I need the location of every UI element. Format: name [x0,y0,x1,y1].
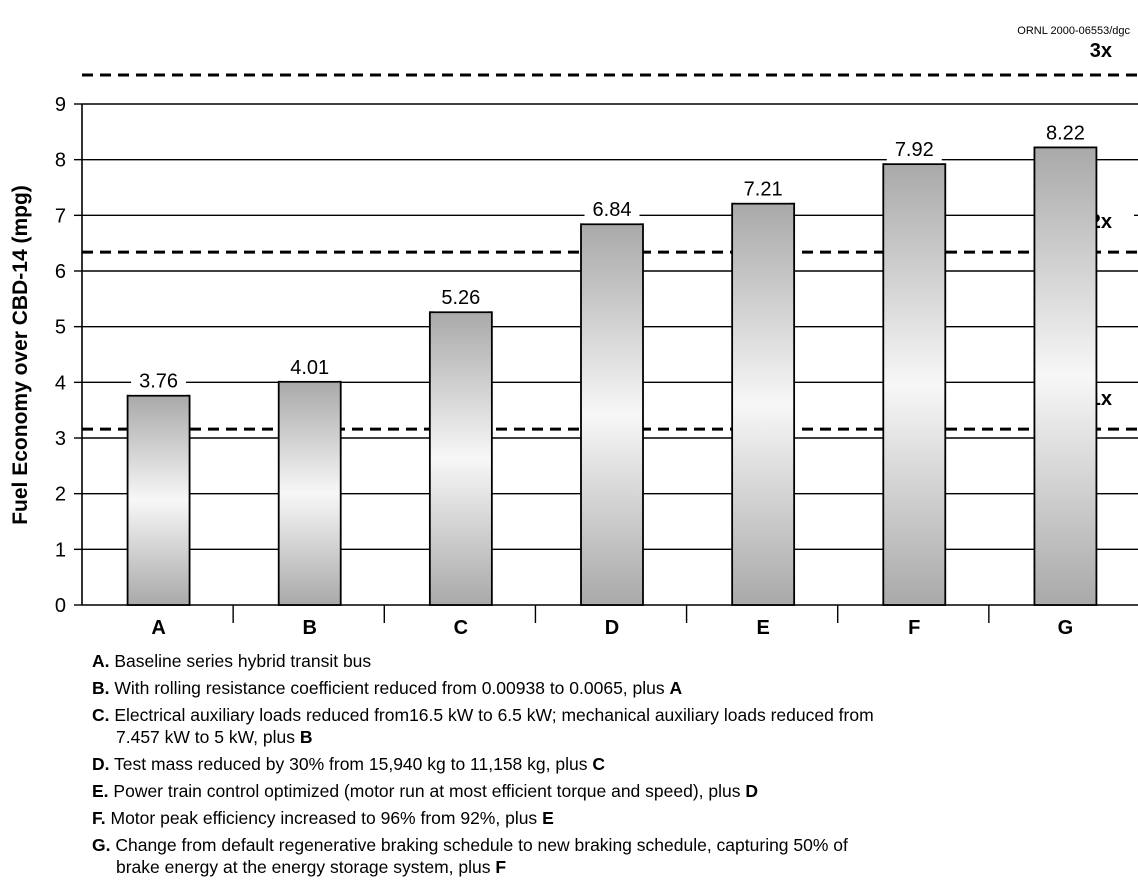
data-label-bg [282,354,338,381]
legend-text: Baseline series hybrid transit bus [109,651,372,671]
data-label: 4.01 [290,357,329,379]
bar [428,311,493,606]
data-label-bg [584,197,640,224]
bars [126,146,1098,606]
y-tick-label: 9 [55,94,66,116]
data-label-bg [735,176,791,203]
legend-suffix: C [592,754,605,774]
y-tick-label: 2 [55,484,66,506]
reference-line-label: 3x [1090,40,1112,62]
legend-letter: D. [92,754,110,774]
legend-letter: A. [92,651,110,671]
data-label: 7.92 [895,139,934,161]
bar [580,223,644,606]
legend-text: Power train control optimized (motor run… [108,781,746,801]
legend-item: E. Power train control optimized (motor … [92,780,1122,802]
data-label: 8.22 [1046,122,1085,144]
legend-letter: G. [92,835,111,855]
bar [1033,146,1098,606]
bar [882,163,947,606]
x-tick-label: E [756,617,769,639]
x-tick-label: D [605,617,619,639]
legend-letter: E. [92,781,109,801]
y-tick-label: 0 [55,595,66,617]
data-labels: 3.76 4.01 5.26 6.84 7.21 7.92 8.22 [131,120,1093,395]
legend-letter: B. [92,678,110,698]
legend-text: brake energy at the energy storage syste… [116,857,507,877]
x-tick-label: A [151,617,165,639]
legend-suffix: A [669,678,683,698]
legend-text: Test mass reduced by 30% from 15,940 kg … [109,754,593,774]
legend-letter: C. [92,705,110,725]
y-tick-label: 8 [55,150,66,172]
source-id: ORNL 2000-06553/dgc [1017,25,1130,37]
x-tick-label: F [908,617,920,639]
y-axis-label: Fuel Economy over CBD-14 (mpg) [9,185,32,525]
data-label-bg [433,285,489,312]
legend-text: Motor peak efficiency increased to 96% f… [105,808,543,828]
data-label: 3.76 [139,371,178,393]
bar [731,202,796,606]
x-tick-label: B [302,617,316,639]
legend-item: F. Motor peak efficiency increased to 96… [92,807,1122,829]
y-tick-label: 1 [55,539,66,561]
data-label: 5.26 [441,287,480,309]
x-tick-label: C [454,617,468,639]
legend-item: A. Baseline series hybrid transit bus [92,650,1122,672]
data-label: 7.21 [744,179,783,201]
y-tick-label: 7 [55,205,66,227]
y-tick-label: 6 [55,261,66,283]
bar [126,394,191,606]
data-label-bg [131,368,187,395]
legend-suffix: D [745,781,758,801]
y-tick-label: 3 [55,428,66,450]
legend-item: C. Electrical auxiliary loads reduced fr… [92,704,1122,748]
data-label-bg [886,137,942,164]
data-label-bg [1037,120,1093,147]
bar [277,380,342,606]
legend-letter: F. [92,808,106,828]
legend-suffix: F [495,857,507,877]
y-tick-label: 4 [55,372,66,394]
legend-text: 7.457 kW to 5 kW, plus B [116,727,313,747]
legend-text: With rolling resistance coefficient redu… [109,678,670,698]
axes: 0 1 2 3 4 5 6 7 8 9 A B C D E F G [55,94,1138,639]
legend-item: G. Change from default regenerative brak… [92,834,1122,878]
x-tick-label: G [1058,617,1074,639]
data-label: 6.84 [593,199,632,221]
legend-item: D. Test mass reduced by 30% from 15,940 … [92,753,1122,775]
legend-suffix: B [299,727,313,747]
legend-text: Change from default regenerative braking… [110,835,848,855]
legend-item: B. With rolling resistance coefficient r… [92,677,1122,699]
legend-text: Electrical auxiliary loads reduced from1… [109,705,874,725]
y-tick-label: 5 [55,317,66,339]
legend: A. Baseline series hybrid transit bus B. … [92,650,1122,883]
legend-suffix: E [542,808,554,828]
